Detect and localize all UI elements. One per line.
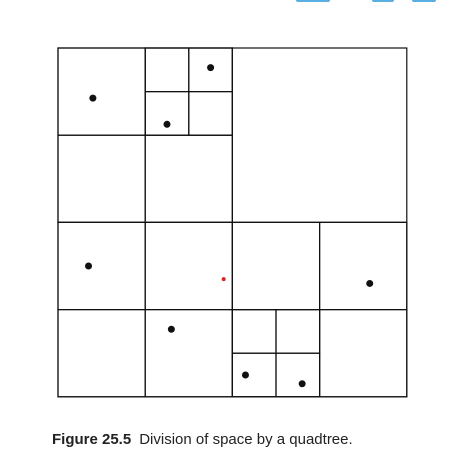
data-point	[298, 380, 306, 388]
quadtree-cell	[275, 309, 321, 354]
quadtree-cell	[144, 90, 190, 136]
quadtree-cell	[57, 221, 146, 311]
quadtree-cell	[144, 47, 190, 93]
top-accent-bar	[296, 0, 330, 2]
figure-label: Figure 25.5	[52, 431, 132, 448]
quadtree-cell	[144, 221, 233, 311]
quadtree-cell	[144, 134, 233, 223]
quadtree-cell	[231, 309, 277, 354]
highlighted-data-point	[221, 277, 226, 282]
data-point	[85, 262, 93, 270]
quadtree-points	[85, 64, 374, 388]
quadtree-cell	[319, 221, 408, 311]
quadtree-cell	[57, 134, 146, 223]
quadtree-cell	[275, 352, 321, 398]
data-point	[366, 279, 374, 287]
quadtree-cell	[231, 221, 321, 311]
quadtree-cell	[231, 352, 277, 398]
quadtree-cell	[57, 47, 146, 136]
figure-caption: Figure 25.5 Division of space by a quadtr…	[52, 431, 353, 448]
quadtree-cell	[144, 309, 233, 398]
top-accent-bar	[372, 0, 394, 2]
quadtree-cell	[188, 90, 234, 136]
quadtree-cell	[57, 309, 146, 398]
quadtree-cell	[231, 47, 408, 223]
data-point	[241, 371, 249, 379]
quadtree-cell	[319, 309, 408, 398]
data-point	[163, 120, 171, 128]
top-accent-bar	[412, 0, 436, 2]
data-point	[89, 94, 97, 102]
data-point	[167, 325, 175, 333]
figure-caption-text: Division of space by a quadtree.	[139, 431, 353, 448]
data-point	[207, 64, 215, 72]
quadtree-cells	[57, 47, 408, 398]
